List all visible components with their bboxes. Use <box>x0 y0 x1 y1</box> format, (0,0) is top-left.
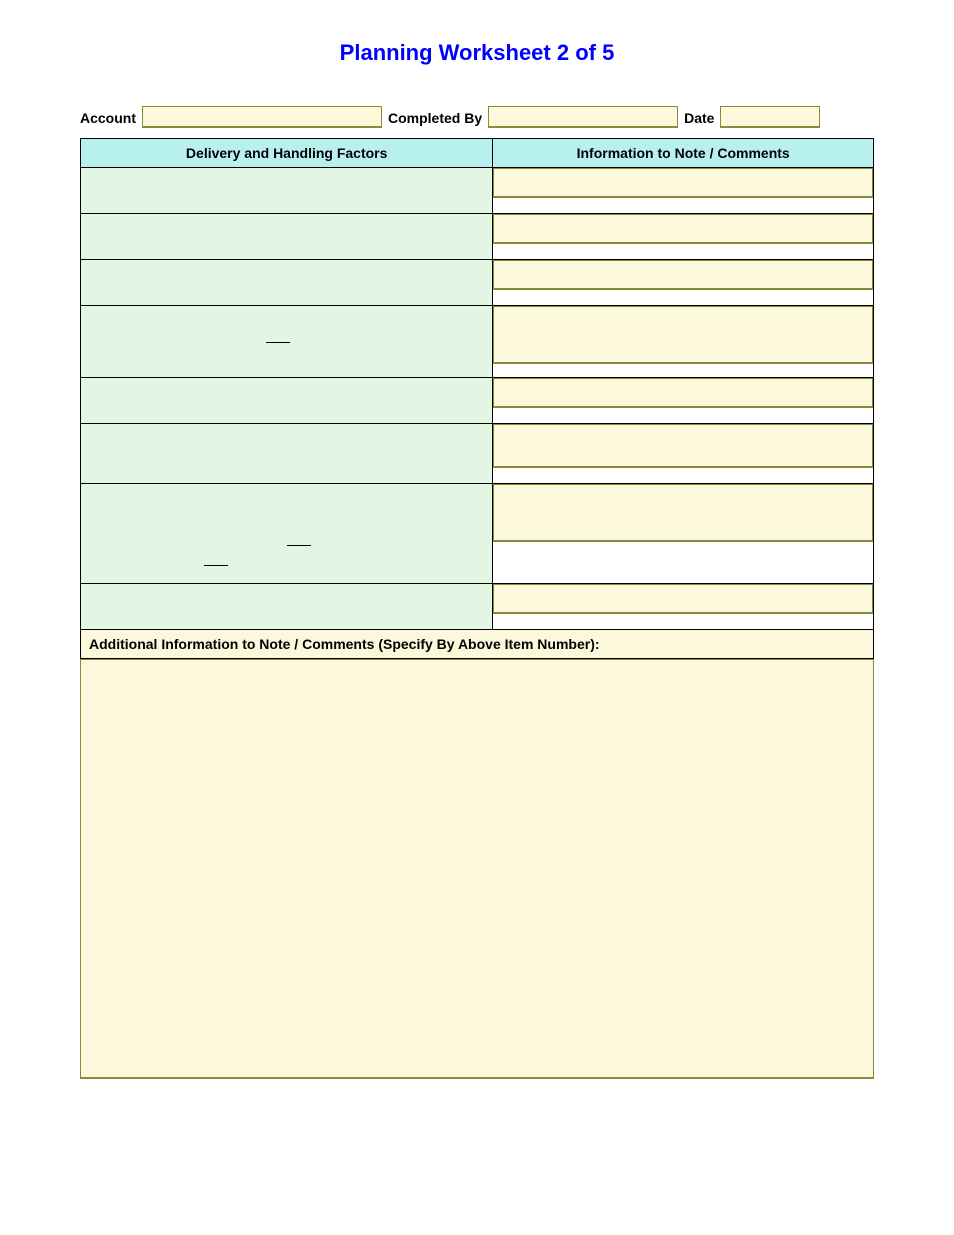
comment-cell <box>493 214 874 260</box>
additional-info-input[interactable] <box>80 659 874 1079</box>
table-row <box>81 584 874 630</box>
factor-cell <box>81 306 493 378</box>
completed-by-label: Completed By <box>388 110 482 128</box>
account-input[interactable] <box>142 106 382 128</box>
comment-cell <box>493 484 874 584</box>
comment-input[interactable] <box>493 584 873 614</box>
comment-input[interactable] <box>493 424 873 468</box>
table-row <box>81 306 874 378</box>
table-row <box>81 168 874 214</box>
comment-cell <box>493 378 874 424</box>
completed-by-input[interactable] <box>488 106 678 128</box>
comment-input[interactable] <box>493 168 873 198</box>
additional-info-label: Additional Information to Note / Comment… <box>80 630 874 659</box>
table-row <box>81 424 874 484</box>
column-header-factors: Delivery and Handling Factors <box>81 139 493 168</box>
factor-cell <box>81 484 493 584</box>
comment-cell <box>493 424 874 484</box>
comment-cell <box>493 306 874 378</box>
comment-cell <box>493 168 874 214</box>
factor-cell <box>81 214 493 260</box>
comment-input[interactable] <box>493 214 873 244</box>
blank-underline <box>204 565 228 566</box>
comment-input[interactable] <box>493 378 873 408</box>
table-row <box>81 484 874 584</box>
factors-table: Delivery and Handling Factors Informatio… <box>80 138 874 630</box>
worksheet-page: Planning Worksheet 2 of 5 Account Comple… <box>0 0 954 1179</box>
comment-cell <box>493 584 874 630</box>
table-row <box>81 378 874 424</box>
factor-cell <box>81 260 493 306</box>
table-row <box>81 214 874 260</box>
column-header-comments: Information to Note / Comments <box>493 139 874 168</box>
date-input[interactable] <box>720 106 820 128</box>
factor-cell <box>81 584 493 630</box>
factor-cell <box>81 424 493 484</box>
comment-input[interactable] <box>493 260 873 290</box>
account-label: Account <box>80 110 136 128</box>
blank-underline <box>266 342 290 343</box>
factor-cell <box>81 168 493 214</box>
table-row <box>81 260 874 306</box>
comment-cell <box>493 260 874 306</box>
factor-cell <box>81 378 493 424</box>
date-label: Date <box>684 110 714 128</box>
header-row: Account Completed By Date <box>80 106 874 128</box>
comment-input[interactable] <box>493 306 873 364</box>
comment-input[interactable] <box>493 484 873 542</box>
page-title: Planning Worksheet 2 of 5 <box>80 40 874 66</box>
blank-underline <box>287 545 311 546</box>
